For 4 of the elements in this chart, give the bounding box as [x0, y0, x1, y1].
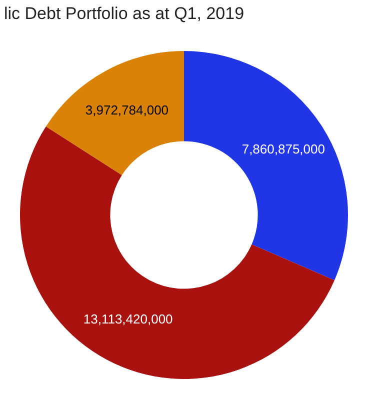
data-label: 7,860,875,000 — [242, 141, 325, 156]
data-label: 13,113,420,000 — [83, 312, 173, 327]
chart-title: lic Debt Portfolio as at Q1, 2019 — [4, 4, 244, 24]
data-label: 3,972,784,000 — [85, 102, 169, 118]
